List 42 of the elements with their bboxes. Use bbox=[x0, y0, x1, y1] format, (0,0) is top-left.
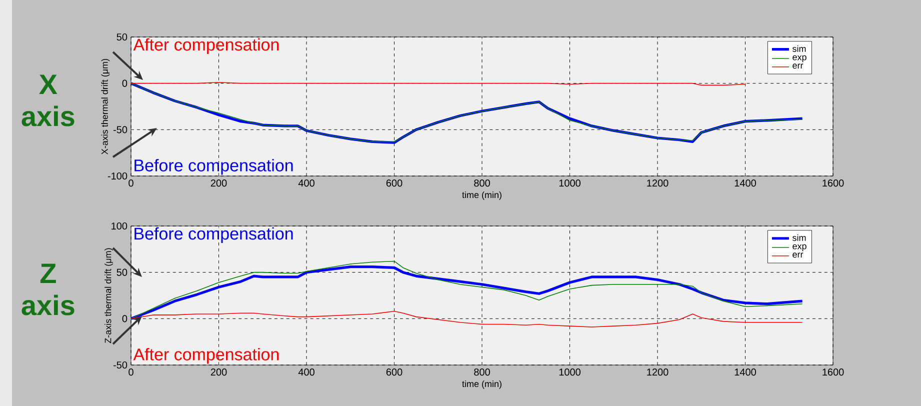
text: Z axis bbox=[22, 264, 74, 316]
x-tick-label: 1600 bbox=[822, 180, 844, 187]
x-tick-label: 600 bbox=[386, 368, 402, 376]
x-tick-label: 600 bbox=[386, 180, 402, 187]
x-tick-label: 1400 bbox=[734, 368, 756, 376]
y-axis-title: X-axis thermal drift (μm) bbox=[101, 58, 110, 154]
legend-label: sim bbox=[792, 234, 806, 241]
x-tick-label: 1600 bbox=[822, 368, 844, 376]
y-axis-title: Z-axis thermal drift (μm) bbox=[104, 248, 113, 344]
legend-label: exp bbox=[792, 55, 806, 62]
x-tick-label: 1000 bbox=[559, 368, 580, 376]
y-tick-label: -100 bbox=[108, 172, 128, 180]
x-tick-label: 800 bbox=[474, 368, 490, 376]
annotation: After compensation bbox=[133, 348, 279, 364]
legend-label: err bbox=[792, 252, 804, 258]
x-tick-label: 200 bbox=[210, 180, 227, 187]
x-tick-label: 400 bbox=[298, 368, 314, 376]
y-tick-label: -50 bbox=[113, 361, 128, 369]
x-tick-label: 0 bbox=[128, 180, 134, 187]
x-tick-label: 1000 bbox=[559, 180, 580, 187]
legend-label: exp bbox=[792, 244, 806, 252]
y-tick-label: 100 bbox=[112, 222, 128, 230]
annotation: After compensation bbox=[133, 38, 279, 54]
x-tick-label: 800 bbox=[474, 180, 490, 187]
y-tick-label: 50 bbox=[116, 268, 128, 276]
x-tick-label: 0 bbox=[128, 368, 134, 376]
y-tick-label: 50 bbox=[116, 33, 128, 41]
x-axis-title: time (min) bbox=[462, 191, 502, 200]
annotation: Before compensation bbox=[134, 158, 293, 175]
x-tick-label: 200 bbox=[210, 368, 227, 376]
x-tick-label: 1200 bbox=[647, 368, 668, 376]
text: X axis bbox=[22, 74, 74, 126]
y-tick-label: 0 bbox=[122, 80, 128, 87]
x-tick-label: 1200 bbox=[647, 180, 668, 187]
y-tick-label: 0 bbox=[122, 315, 128, 322]
x-tick-label: 1400 bbox=[734, 180, 756, 187]
annotation: Before compensation bbox=[134, 227, 293, 244]
y-tick-label: -50 bbox=[113, 126, 128, 134]
legend-label: err bbox=[792, 64, 804, 69]
x-axis-title: time (min) bbox=[462, 380, 502, 389]
legend-label: sim bbox=[792, 45, 806, 52]
x-tick-label: 400 bbox=[298, 180, 314, 187]
